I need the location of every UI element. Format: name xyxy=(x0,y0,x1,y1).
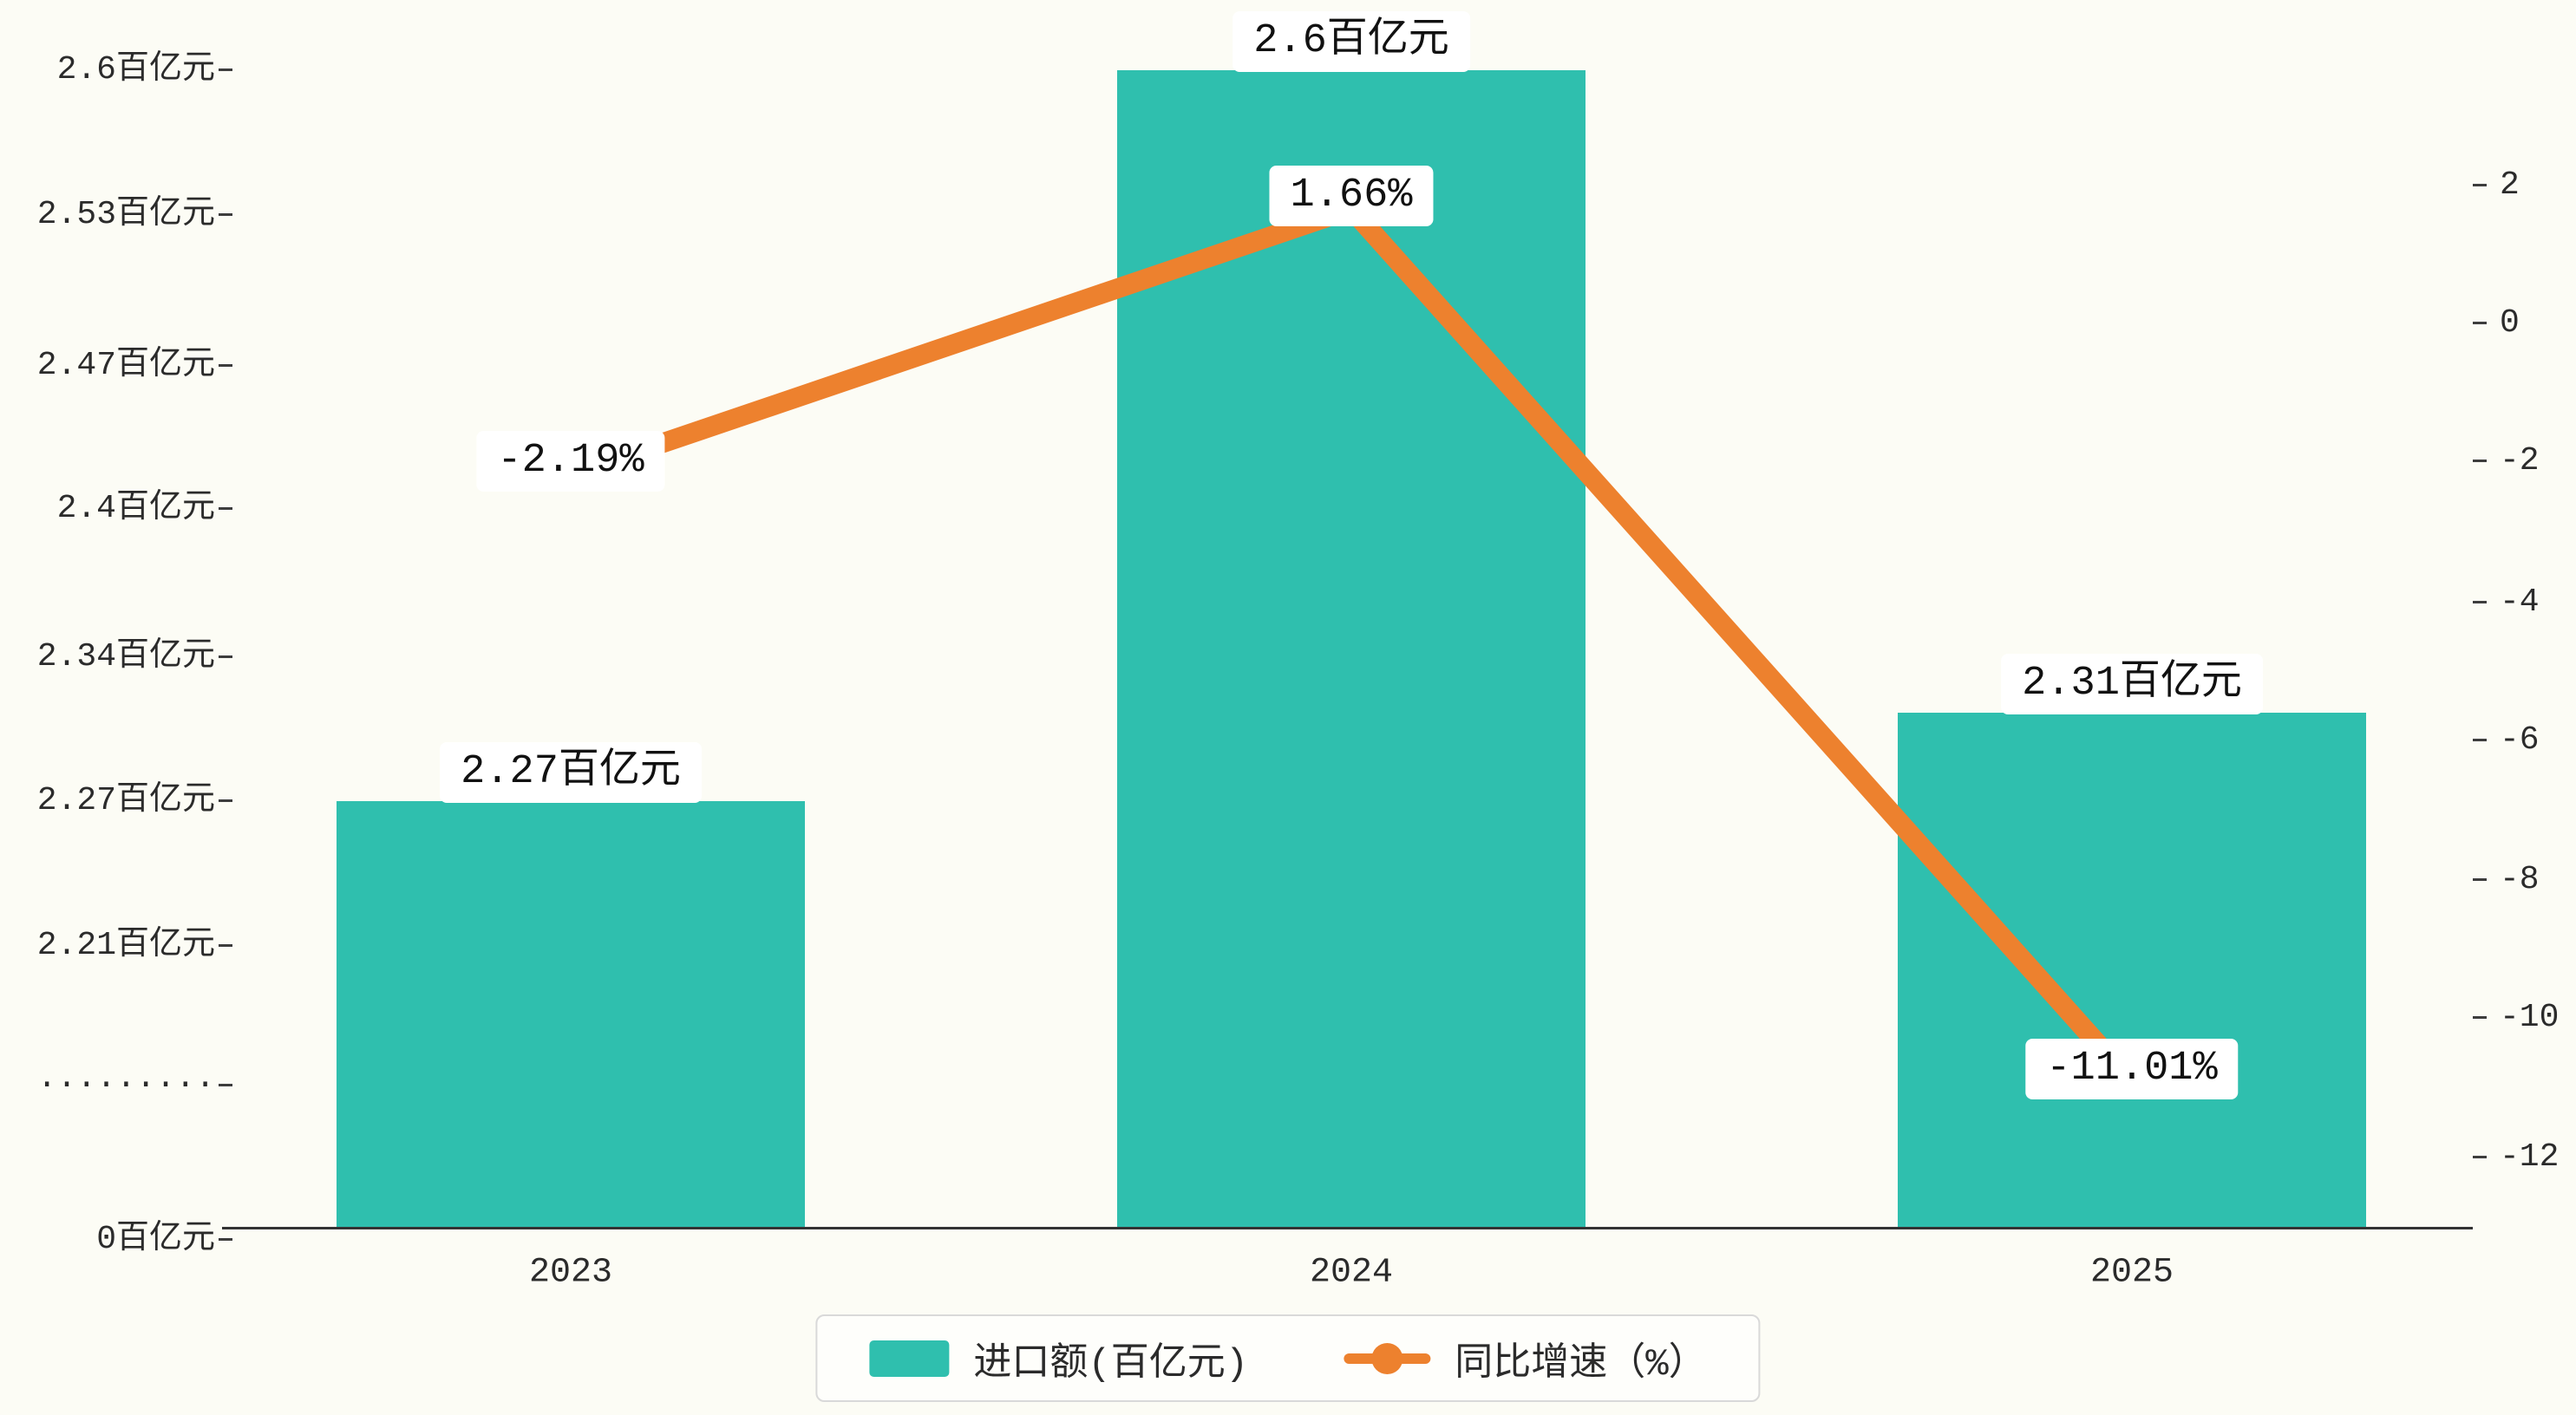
left-axis-tick-mark xyxy=(219,213,232,216)
right-axis-tick-mark xyxy=(2473,601,2487,603)
right-axis-tick-label-7: -12 xyxy=(2500,1138,2560,1176)
left-axis-tick-label-3: 2.4百亿元 xyxy=(56,490,215,527)
x-axis-label-2025: 2025 xyxy=(2089,1253,2174,1293)
left-axis-tick-label-8: 0百亿元 xyxy=(96,1221,215,1258)
line-value-label-2025: -11.01% xyxy=(2025,1038,2239,1100)
right-axis-tick-mark xyxy=(2473,1016,2487,1019)
x-axis-label-2024: 2024 xyxy=(1309,1253,1394,1293)
x-axis-label-2023: 2023 xyxy=(528,1253,613,1293)
right-axis-tick-label-5: -8 xyxy=(2500,861,2540,898)
left-axis-tick-mark xyxy=(219,1238,232,1241)
left-axis-tick-label-1: 2.53百亿元 xyxy=(36,196,215,233)
bar-series-swatch-icon xyxy=(869,1340,950,1377)
right-axis-tick-mark xyxy=(2473,739,2487,741)
line-series-marker-icon xyxy=(1344,1342,1431,1374)
legend-item-import-value[interactable]: 进口额(百亿元) xyxy=(869,1330,1248,1386)
line-value-label-2023: -2.19% xyxy=(476,430,665,492)
left-axis-tick-label-2: 2.47百亿元 xyxy=(36,347,215,384)
left-axis-tick-mark xyxy=(219,655,232,658)
left-axis-tick-label-0: 2.6百亿元 xyxy=(56,51,215,88)
right-axis-tick-label-6: -10 xyxy=(2500,999,2560,1036)
right-axis-tick-mark xyxy=(2473,878,2487,881)
left-axis-tick-mark xyxy=(219,507,232,510)
bar-value-label-2023: 2.27百亿元 xyxy=(440,741,702,804)
legend-label-import-value: 进口额(百亿元) xyxy=(973,1343,1249,1386)
right-axis-tick-label-0: 2 xyxy=(2500,166,2520,204)
left-axis-tick-mark xyxy=(219,364,232,367)
x-axis-line xyxy=(222,1227,2473,1229)
right-axis-tick-mark xyxy=(2473,1156,2487,1158)
bar-value-label-2024: 2.6百亿元 xyxy=(1232,10,1470,73)
legend: 进口额(百亿元) 同比增速（%） xyxy=(815,1314,1761,1402)
legend-item-growth-rate[interactable]: 同比增速（%） xyxy=(1344,1330,1707,1386)
right-axis-tick-mark xyxy=(2473,184,2487,186)
left-axis-tick-label-4: 2.34百亿元 xyxy=(36,638,215,675)
line-series-dot-icon xyxy=(1371,1342,1403,1374)
right-axis-tick-label-4: -6 xyxy=(2500,721,2540,759)
right-axis-tick-mark xyxy=(2473,460,2487,462)
right-axis-tick-mark xyxy=(2473,322,2487,324)
left-axis-tick-mark xyxy=(219,944,232,947)
left-axis-tick-label-6: 2.21百亿元 xyxy=(36,927,215,964)
left-axis-tick-mark xyxy=(219,1084,232,1086)
left-axis-tick-label-7: ········· xyxy=(36,1066,215,1104)
right-axis-tick-label-3: -4 xyxy=(2500,584,2540,621)
bar-value-label-2025: 2.31百亿元 xyxy=(2001,653,2263,714)
left-axis-tick-mark xyxy=(219,799,232,802)
line-value-label-2024: 1.66% xyxy=(1269,165,1434,227)
left-axis-tick-mark xyxy=(219,68,232,71)
right-axis-tick-label-2: -2 xyxy=(2500,442,2540,479)
left-axis-tick-label-5: 2.27百亿元 xyxy=(36,782,215,819)
legend-label-growth-rate: 同比增速（%） xyxy=(1455,1343,1707,1386)
right-axis-tick-label-1: 0 xyxy=(2500,304,2520,342)
